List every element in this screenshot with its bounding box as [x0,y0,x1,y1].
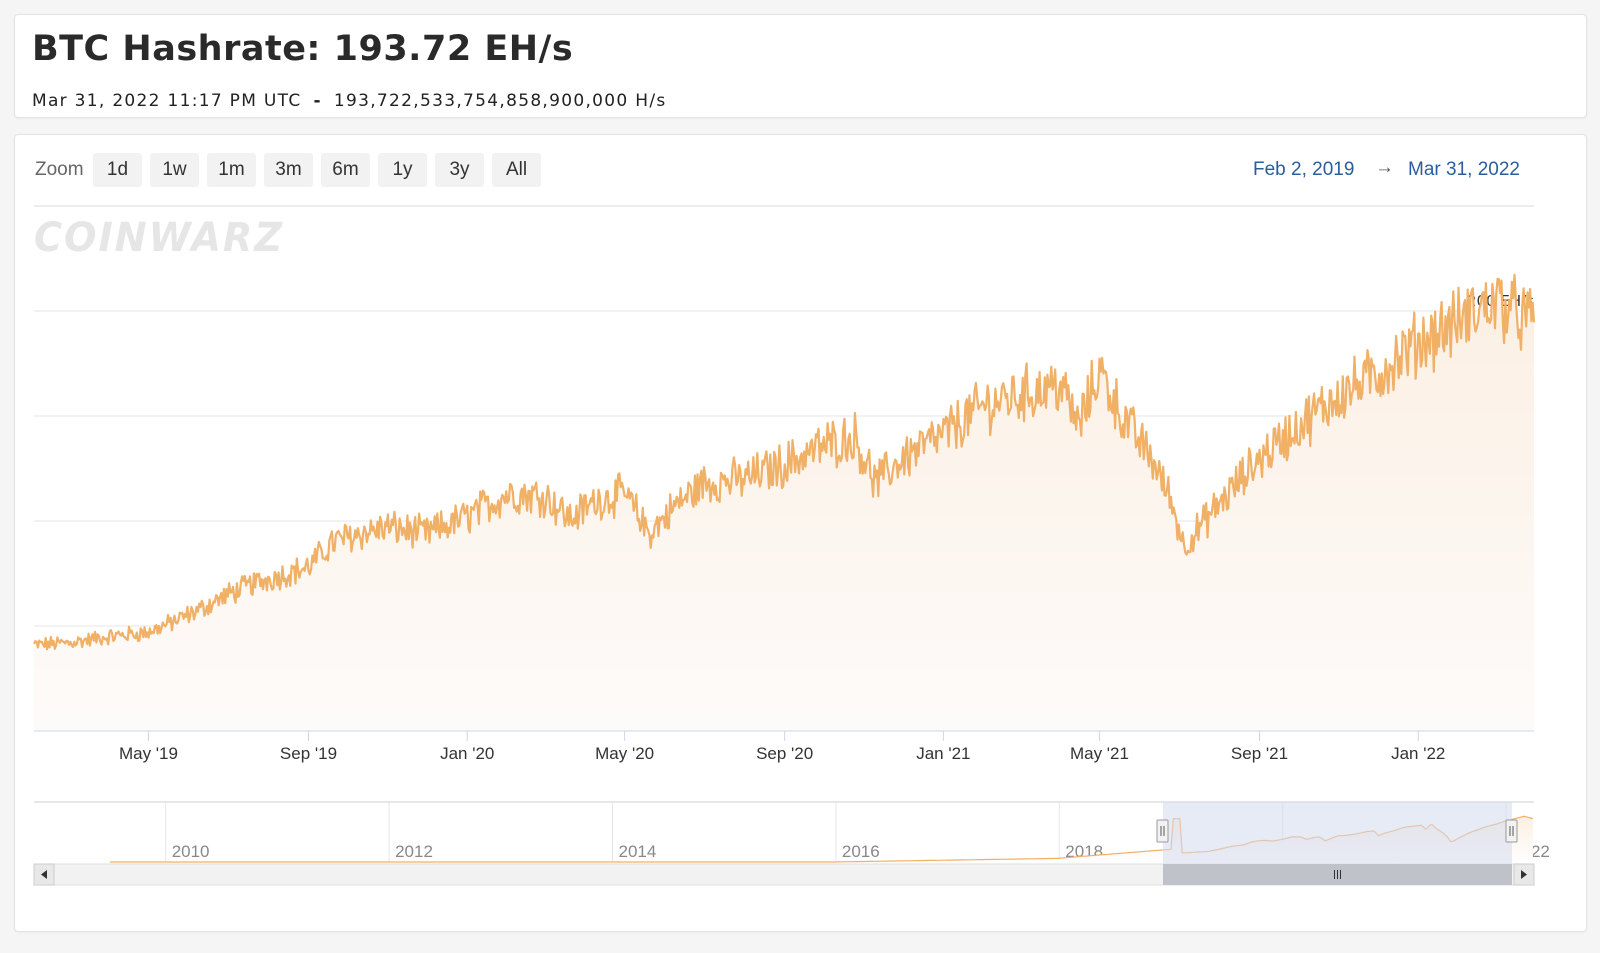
x-tick-label: May '20 [595,744,654,763]
x-tick-label: May '19 [119,744,178,763]
scroll-right-icon [1521,870,1527,879]
scroll-left-icon [41,870,47,879]
x-tick-label: May '21 [1070,744,1129,763]
navigator[interactable]: 2010201220142016201820202022 [33,801,1550,886]
navigator-handle-left[interactable] [1156,819,1169,843]
page-title: BTC Hashrate: 193.72 EH/s [32,29,574,69]
range-to-input[interactable]: Mar 31, 2022 [1408,159,1520,180]
separator: - [313,91,322,111]
x-tick-label: Jan '22 [1391,744,1445,763]
zoom-3y-button[interactable]: 3y [435,153,484,187]
zoom-1w-button[interactable]: 1w [150,153,199,187]
navigator-tick-label: 2012 [395,842,433,861]
handle-box [1505,819,1518,843]
zoom-3m-button[interactable]: 3m [264,153,313,187]
series-area [34,274,1534,731]
zoom-label: Zoom [35,159,84,180]
timestamp: Mar 31, 2022 11:17 PM UTC [32,91,302,111]
navigator-tick-label: 2010 [172,842,210,861]
navigator-tick-label: 2016 [842,842,880,861]
zoom-all-button[interactable]: All [492,153,541,187]
navigator-selection [1163,802,1512,864]
range-arrow: → [1375,157,1394,178]
x-tick-label: Jan '20 [440,744,494,763]
zoom-1d-button[interactable]: 1d [93,153,142,187]
navigator-scrollbar[interactable] [33,863,1535,886]
range-from-input[interactable]: Feb 2, 2019 [1253,159,1355,180]
zoom-1y-button[interactable]: 1y [378,153,427,187]
handle-box [1156,819,1169,843]
x-tick-label: Jan '21 [916,744,970,763]
hashrate-raw: 193,722,533,754,858,900,000 H/s [333,91,667,111]
navigator-handle-right[interactable] [1505,819,1518,843]
x-tick-label: Sep '20 [756,744,813,763]
x-tick-label: Sep '21 [1231,744,1288,763]
hashrate-subtitle: Mar 31, 2022 11:17 PM UTC -193,722,533,75… [32,91,667,111]
series-line [33,273,1536,651]
navigator-tick-label: 2014 [618,842,656,861]
zoom-6m-button[interactable]: 6m [321,153,370,187]
coinwarz-watermark: COINWARZ [34,215,284,261]
zoom-1m-button[interactable]: 1m [207,153,256,187]
header-card: BTC Hashrate: 193.72 EH/s Mar 31, 2022 1… [14,14,1587,118]
x-tick-label: Sep '19 [280,744,337,763]
